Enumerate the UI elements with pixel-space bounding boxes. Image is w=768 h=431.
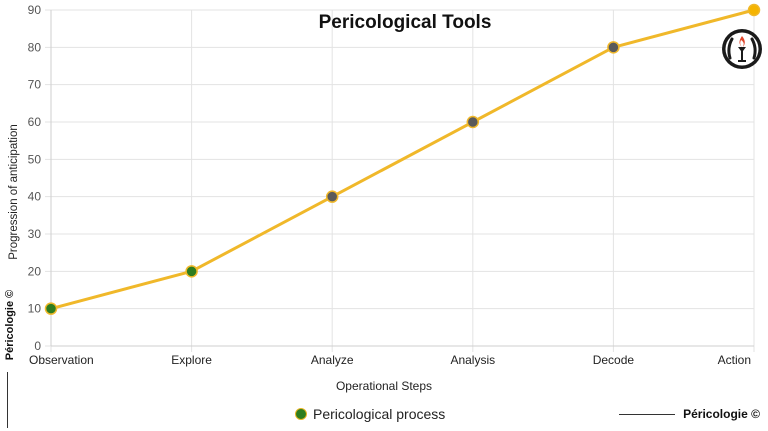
- y-tick-label: 40: [28, 190, 42, 204]
- y-tick-label: 10: [28, 302, 42, 316]
- vertical-brand-label: Péricologie ©: [4, 289, 16, 361]
- y-axis-label: Progression of anticipation: [8, 124, 20, 260]
- torch-laurel-emblem-icon: [722, 29, 762, 69]
- x-tick-label: Observation: [29, 353, 94, 367]
- y-tick-label: 30: [28, 227, 42, 241]
- y-tick-label: 0: [34, 339, 41, 353]
- y-tick-label: 50: [28, 152, 42, 166]
- series-line: [50, 8, 755, 311]
- legend-marker: [295, 408, 307, 420]
- x-tick-label: Analyze: [311, 353, 354, 367]
- y-tick-label: 20: [28, 264, 42, 278]
- bottom-brand: Péricologie ©: [619, 407, 760, 421]
- x-tick-label: Analysis: [450, 353, 495, 367]
- data-point: [44, 302, 58, 315]
- legend[interactable]: Pericological process: [295, 406, 445, 422]
- bottom-brand-label: Péricologie ©: [683, 407, 760, 421]
- data-point: [185, 265, 198, 278]
- data-point: [325, 190, 339, 203]
- x-tick-label: Explore: [171, 353, 212, 367]
- y-tick-label: 70: [28, 78, 42, 92]
- vertical-brand-rule: [7, 372, 8, 428]
- data-point: [607, 41, 620, 54]
- x-tick-label: Action: [718, 353, 751, 367]
- data-point: [747, 3, 761, 17]
- y-tick-label: 80: [28, 40, 42, 54]
- y-tick-label: 90: [28, 3, 42, 17]
- bottom-brand-rule: [619, 413, 676, 415]
- x-tick-label: Decode: [593, 353, 635, 367]
- data-point: [466, 115, 480, 129]
- y-tick-label: 60: [28, 115, 42, 129]
- x-axis-label: Operational Steps: [335, 379, 433, 393]
- legend-label: Pericological process: [313, 406, 446, 422]
- chart-title: Pericological Tools: [318, 12, 492, 33]
